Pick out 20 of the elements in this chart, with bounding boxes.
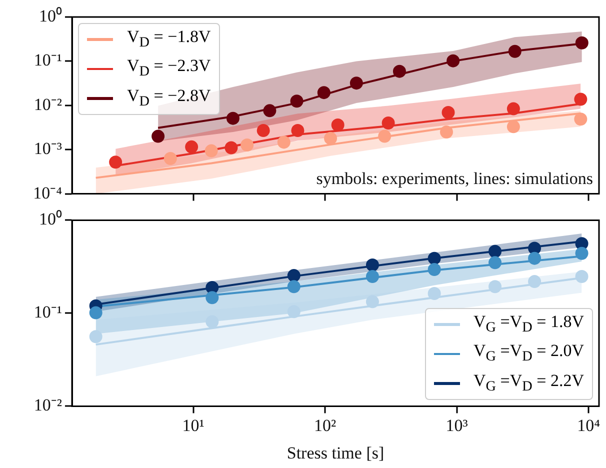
y-tick-label: 10⁻³ [34, 139, 62, 158]
y-tick-label: 10⁰ [39, 6, 62, 26]
x-tick-label: 10¹ [182, 416, 204, 435]
legend-label: V$_{D}$ = −2.3V [127, 55, 211, 82]
x-tick-label: 10² [314, 416, 336, 435]
y-tick-label: 10⁻¹ [34, 50, 62, 70]
legend-label: V$_{D}$ = −1.8V [127, 26, 211, 52]
legend-label: V$_{G}$ =V$_{D}$ = 2.0V [474, 340, 584, 367]
legend-label: V$_{G}$ =V$_{D}$ = 2.2V [474, 370, 584, 396]
legend-label: V$_{D}$ = −2.8V [127, 84, 211, 112]
annotation: symbols: experiments, lines: simulations [316, 168, 593, 188]
y-tick-label: 10⁰ [39, 210, 62, 229]
x-axis-title: Stress time [s] [286, 443, 384, 462]
y-tick-label: 10⁻² [34, 396, 62, 415]
x-tick-label: 10⁴ [577, 416, 600, 435]
x-tick-label: 10³ [446, 416, 468, 435]
y-tick-label: 10⁻⁴ [33, 183, 62, 202]
y-tick-label: 10⁻² [34, 94, 62, 114]
y-tick-label: 10⁻¹ [34, 302, 62, 322]
legend-label: V$_{G}$ =V$_{D}$ = 1.8V [474, 311, 584, 338]
